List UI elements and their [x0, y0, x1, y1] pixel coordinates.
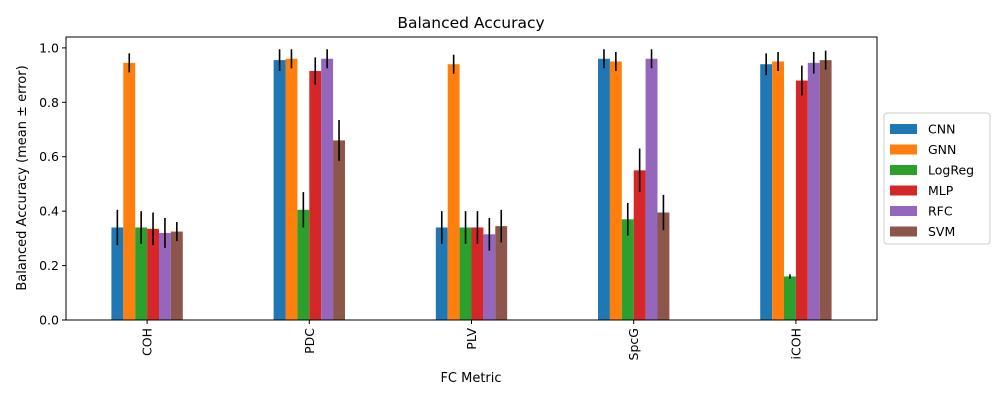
bar-mlp-icoh [795, 80, 808, 321]
bar-rfc-spcg [645, 58, 658, 321]
bar-cnn-spcg [598, 58, 610, 321]
bar-logreg-coh [135, 227, 148, 320]
bar-gnn-coh [123, 62, 136, 321]
y-axis-label: Balanced Accuracy (mean ± error) [15, 65, 30, 290]
legend-label-rfc: RFC [928, 204, 953, 219]
legend-swatch-mlp [890, 185, 917, 196]
bar-rfc-pdc [321, 58, 334, 321]
bar-svm-spcg [657, 212, 670, 320]
legend-swatch-rfc [890, 206, 917, 216]
bar-rfc-icoh [807, 62, 820, 321]
bar-svm-icoh [819, 60, 832, 320]
legend-label-cnn: CNN [928, 122, 955, 137]
bar-svm-plv [495, 226, 508, 320]
y-tick-label: 0.8 [39, 95, 59, 110]
bars-group [111, 58, 832, 321]
x-axis-label: FC Metric [440, 371, 501, 386]
bar-logreg-icoh [784, 276, 796, 320]
bar-cnn-plv [435, 227, 448, 320]
bar-mlp-spcg [633, 170, 646, 320]
bar-mlp-plv [471, 227, 484, 320]
bar-mlp-coh [147, 228, 159, 320]
bar-cnn-icoh [760, 64, 773, 320]
bar-svm-coh [170, 231, 183, 320]
bar-svm-pdc [333, 140, 345, 320]
x-tick-label: PDC [302, 328, 317, 354]
y-axis: 0.0 0.2 0.4 0.6 0.8 1.0 [39, 40, 66, 328]
x-tick-label: PLV [464, 328, 479, 350]
y-tick-label: 0.2 [39, 258, 59, 273]
bar-logreg-plv [459, 227, 472, 320]
legend: CNN GNN LogReg MLP RFC SVM [883, 112, 991, 245]
y-tick-label: 0.6 [39, 149, 59, 164]
bar-gnn-icoh [772, 61, 785, 320]
bar-cnn-pdc [273, 60, 286, 320]
x-tick-label: SpcG [626, 328, 641, 360]
bar-gnn-plv [447, 64, 460, 320]
y-tick-label: 0.4 [39, 204, 59, 219]
x-tick-label: COH [140, 328, 155, 356]
error-bars-group [116, 49, 827, 279]
legend-swatch-cnn [890, 124, 917, 134]
bar-rfc-plv [483, 234, 496, 320]
bar-mlp-pdc [309, 71, 322, 320]
x-tick-label: iCOH [788, 328, 803, 359]
bar-logreg-pdc [297, 209, 310, 320]
legend-swatch-gnn [890, 144, 917, 155]
plot-frame [65, 36, 878, 321]
legend-label-gnn: GNN [928, 142, 956, 157]
legend-swatch-logreg [890, 165, 917, 175]
legend-label-mlp: MLP [928, 183, 954, 198]
y-tick-label: 1.0 [39, 40, 59, 55]
x-axis: COH PDC PLV SpcG iCOH [140, 320, 803, 360]
y-tick-label: 0.0 [39, 313, 59, 328]
bar-logreg-spcg [621, 219, 634, 320]
legend-label-logreg: LogReg [928, 163, 974, 178]
bar-cnn-coh [111, 227, 124, 320]
bar-gnn-spcg [609, 61, 622, 320]
bar-gnn-pdc [285, 58, 298, 321]
legend-swatch-svm [890, 226, 917, 237]
bar-rfc-coh [158, 232, 171, 320]
legend-label-svm: SVM [928, 224, 955, 239]
chart-title: Balanced Accuracy [397, 14, 544, 32]
